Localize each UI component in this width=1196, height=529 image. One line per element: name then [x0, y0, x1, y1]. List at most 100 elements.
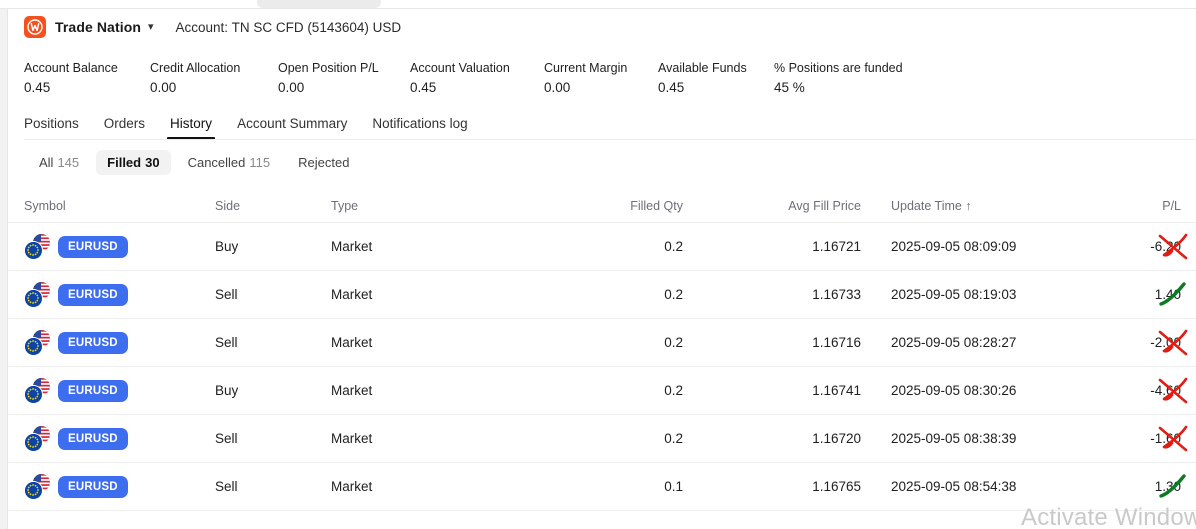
account-stats: Account Balance 0.45 Credit Allocation 0…: [8, 61, 1196, 95]
brand-name: Trade Nation: [55, 19, 141, 35]
stat-label: Available Funds: [658, 61, 747, 75]
eurusd-flag-pair-icon: [24, 377, 50, 404]
cell-side: Buy: [215, 383, 239, 398]
symbol-badge[interactable]: EURUSD: [58, 379, 128, 402]
cell-side: Buy: [215, 239, 239, 254]
stat-open-position-pl: Open Position P/L 0.00: [278, 61, 410, 95]
cell-pl: -1.60: [1150, 431, 1181, 446]
tab-positions[interactable]: Positions: [24, 116, 79, 131]
column-header-side[interactable]: Side: [215, 198, 241, 213]
stat-current-margin: Current Margin 0.00: [544, 61, 658, 95]
eurusd-flag-pair-icon: [24, 329, 50, 356]
cell-avg-fill-price: 1.16733: [812, 287, 861, 302]
cell-filled-qty: 0.2: [664, 335, 683, 350]
column-header-pl[interactable]: P/L: [1162, 198, 1181, 213]
cell-update-time: 2025-09-05 08:28:27: [891, 335, 1017, 350]
stat-value: 45 %: [774, 80, 805, 95]
cell-symbol[interactable]: EURUSD: [8, 281, 213, 308]
cell-update-time: 2025-09-05 08:54:38: [891, 479, 1017, 494]
cell-symbol[interactable]: EURUSD: [8, 329, 213, 356]
subtab-count: 145: [57, 155, 80, 170]
tab-account-summary[interactable]: Account Summary: [237, 116, 348, 131]
account-bar: Trade Nation ▾ Account: TN SC CFD (51436…: [8, 9, 1196, 45]
table-row[interactable]: EURUSD Sell Market 0.2 1.16720 2025-09-0…: [8, 415, 1196, 463]
cell-filled-qty: 0.2: [664, 239, 683, 254]
cell-side: Sell: [215, 287, 238, 302]
stat-label: Account Valuation: [410, 61, 510, 75]
chevron-down-icon[interactable]: ▾: [148, 20, 154, 33]
tab-notifications-log[interactable]: Notifications log: [372, 116, 468, 131]
column-header-update-time[interactable]: Update Time ↑: [891, 198, 972, 213]
stat-available-funds: Available Funds 0.45: [658, 61, 774, 95]
cell-symbol[interactable]: EURUSD: [8, 377, 213, 404]
table-row[interactable]: EURUSD Sell Market 0.2 1.16733 2025-09-0…: [8, 271, 1196, 319]
left-gutter: [0, 9, 8, 529]
subtab-rejected[interactable]: Rejected: [287, 150, 364, 175]
table-body: EURUSD Buy Market 0.2 1.16721 2025-09-05…: [8, 223, 1196, 511]
cell-symbol[interactable]: EURUSD: [8, 233, 213, 260]
column-header-symbol[interactable]: Symbol: [24, 198, 66, 213]
browser-tab-stub[interactable]: [257, 0, 381, 8]
column-header-type[interactable]: Type: [331, 198, 359, 213]
cell-pl: -6.20: [1150, 239, 1181, 254]
account-label: Account: TN SC CFD (5143604) USD: [175, 19, 402, 35]
trade-nation-logo-icon: [24, 16, 46, 38]
symbol-badge[interactable]: EURUSD: [58, 331, 128, 354]
stat-label: % Positions are funded: [774, 61, 903, 75]
cell-symbol[interactable]: EURUSD: [8, 425, 213, 452]
stat-account-valuation: Account Valuation 0.45: [410, 61, 544, 95]
stat-credit-allocation: Credit Allocation 0.00: [150, 61, 278, 95]
table-row[interactable]: EURUSD Sell Market 0.2 1.16716 2025-09-0…: [8, 319, 1196, 367]
cell-type: Market: [331, 383, 373, 398]
cell-pl: -2.00: [1150, 335, 1181, 350]
cell-type: Market: [331, 431, 373, 446]
eurusd-flag-pair-icon: [24, 281, 50, 308]
subtab-label: Cancelled: [187, 155, 246, 170]
cell-filled-qty: 0.2: [664, 383, 683, 398]
cell-type: Market: [331, 335, 373, 350]
subtab-cancelled[interactable]: Cancelled 115: [177, 150, 282, 175]
tab-orders[interactable]: Orders: [103, 116, 146, 131]
cell-avg-fill-price: 1.16721: [812, 239, 861, 254]
eurusd-flag-pair-icon: [24, 473, 50, 500]
cell-update-time: 2025-09-05 08:09:09: [891, 239, 1017, 254]
eu-flag-icon: [24, 432, 43, 452]
cell-type: Market: [331, 287, 373, 302]
history-filter-tabs: All 145 Filled 30 Cancelled 115 Rejected: [8, 150, 1196, 175]
table-header-row: Symbol Side Type Filled Qty Avg Fill Pri…: [8, 189, 1196, 223]
symbol-badge[interactable]: EURUSD: [58, 235, 128, 258]
subtab-filled[interactable]: Filled 30: [96, 150, 171, 175]
column-header-avg-fill-price[interactable]: Avg Fill Price: [788, 198, 861, 213]
symbol-badge[interactable]: EURUSD: [58, 283, 128, 306]
stat-value: 0.45: [24, 80, 51, 95]
table-row[interactable]: EURUSD Sell Market 0.1 1.16765 2025-09-0…: [8, 463, 1196, 511]
cell-type: Market: [331, 479, 373, 494]
column-header-filled-qty[interactable]: Filled Qty: [630, 198, 683, 213]
table-row[interactable]: EURUSD Buy Market 0.2 1.16741 2025-09-05…: [8, 367, 1196, 415]
eurusd-flag-pair-icon: [24, 233, 50, 260]
subtab-count: 30: [145, 155, 160, 170]
cell-filled-qty: 0.2: [664, 431, 683, 446]
subtab-label: Filled: [107, 155, 142, 170]
eu-flag-icon: [24, 384, 43, 404]
stat-value: 0.00: [544, 80, 571, 95]
eu-flag-icon: [24, 288, 43, 308]
tab-history[interactable]: History: [167, 116, 216, 140]
cell-avg-fill-price: 1.16716: [812, 335, 861, 350]
cell-side: Sell: [215, 335, 238, 350]
cell-update-time: 2025-09-05 08:38:39: [891, 431, 1017, 446]
cell-symbol[interactable]: EURUSD: [8, 473, 213, 500]
subtab-label: All: [39, 155, 54, 170]
table-row[interactable]: EURUSD Buy Market 0.2 1.16721 2025-09-05…: [8, 223, 1196, 271]
stat-label: Open Position P/L: [278, 61, 379, 75]
subtab-label: Rejected: [298, 155, 350, 170]
symbol-badge[interactable]: EURUSD: [58, 475, 128, 498]
tabs-divider: [24, 139, 1196, 140]
cell-avg-fill-price: 1.16720: [812, 431, 861, 446]
stat-label: Account Balance: [24, 61, 118, 75]
subtab-all[interactable]: All 145: [28, 150, 90, 175]
eurusd-flag-pair-icon: [24, 425, 50, 452]
symbol-badge[interactable]: EURUSD: [58, 427, 128, 450]
eu-flag-icon: [24, 480, 43, 500]
